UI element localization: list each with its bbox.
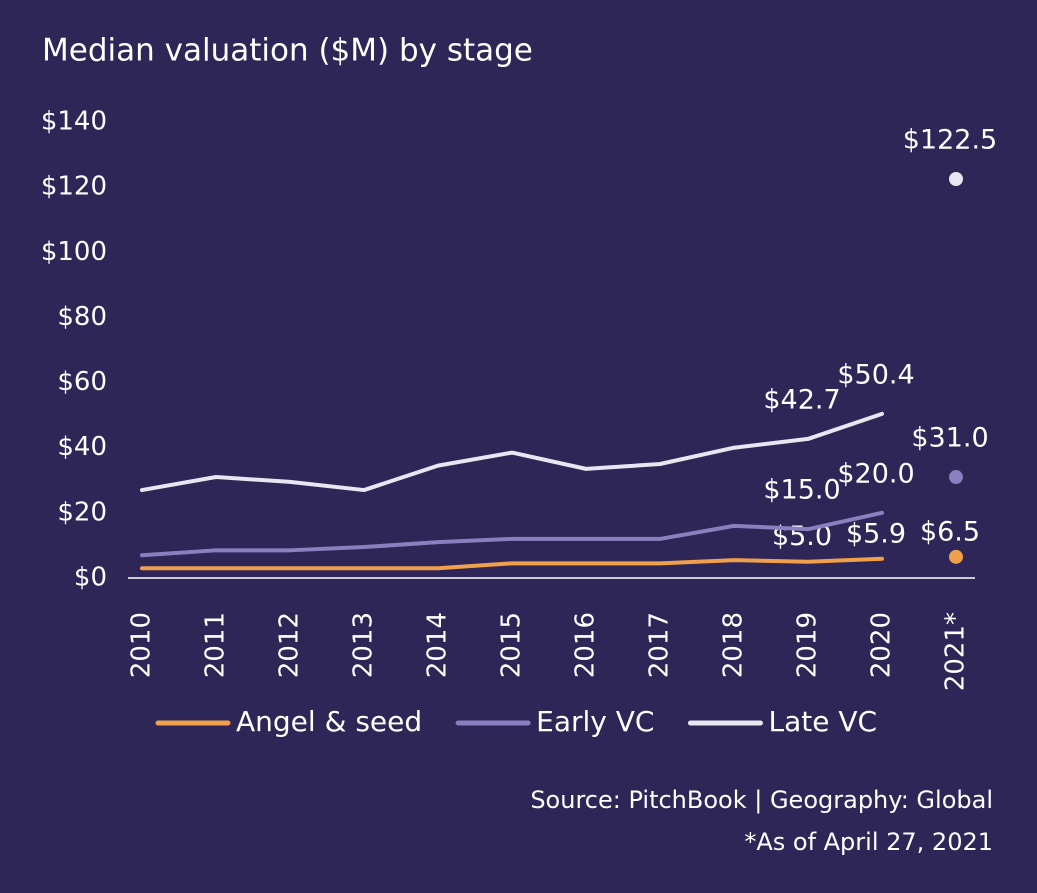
legend-label: Late VC xyxy=(768,705,877,738)
series-line xyxy=(140,556,884,571)
y-tick-label: $60 xyxy=(57,367,107,397)
data-label: $15.0 xyxy=(763,475,840,506)
chart-title: Median valuation ($M) by stage xyxy=(42,33,533,69)
x-tick-label: 2013 xyxy=(349,612,379,678)
x-tick-label: 2017 xyxy=(645,612,675,678)
y-tick-label: $120 xyxy=(41,172,107,202)
y-tick-label: $20 xyxy=(57,497,107,527)
legend-label: Angel & seed xyxy=(236,705,422,738)
data-label: $6.5 xyxy=(920,516,980,547)
note: *As of April 27, 2021 xyxy=(744,828,993,856)
y-tick-label: $40 xyxy=(57,432,107,462)
x-tick-label: 2015 xyxy=(497,612,527,678)
x-tick-label: 2020 xyxy=(867,612,897,678)
data-label: $20.0 xyxy=(837,458,914,489)
series-point xyxy=(949,172,963,186)
x-tick-label: 2014 xyxy=(423,612,453,678)
data-label: $5.9 xyxy=(846,518,906,549)
y-tick-label: $80 xyxy=(57,302,107,332)
series-line xyxy=(140,510,884,558)
x-tick-label: 2019 xyxy=(793,612,823,678)
series-point xyxy=(949,549,963,564)
legend-label: Early VC xyxy=(536,705,654,738)
x-tick-label: 2016 xyxy=(571,612,601,678)
y-tick-label: $100 xyxy=(41,237,107,267)
data-label: $50.4 xyxy=(837,359,914,390)
series-point xyxy=(949,470,963,485)
data-label: $31.0 xyxy=(911,423,988,454)
x-tick-label: 2011 xyxy=(201,612,231,678)
x-tick-label: 2018 xyxy=(719,612,749,678)
x-tick-label: 2010 xyxy=(127,612,157,678)
series-line xyxy=(140,411,884,493)
source: Source: PitchBook | Geography: Global xyxy=(530,786,993,814)
x-tick-label: 2012 xyxy=(275,612,305,678)
data-label: $122.5 xyxy=(903,125,997,156)
data-label: $42.7 xyxy=(763,384,840,415)
y-tick-label: $0 xyxy=(74,563,107,593)
y-tick-label: $140 xyxy=(41,107,107,137)
x-tick-label: 2021* xyxy=(941,612,971,691)
